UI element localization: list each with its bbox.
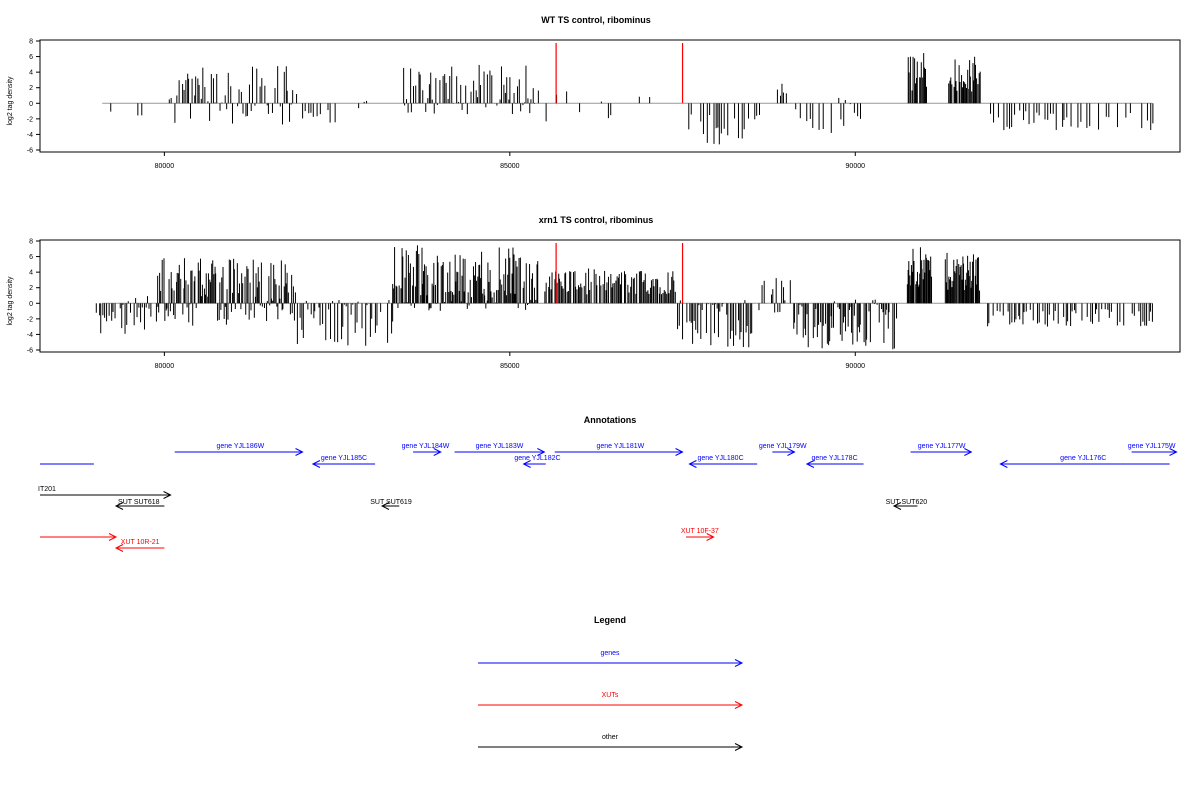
legend-arrow [478,701,744,709]
feature-label: gene YJL181W [596,443,644,450]
marker-lines [555,43,684,104]
feature-arrow [40,533,118,541]
y-tick-label: -2 [27,116,33,123]
y-tick-label: 8 [29,239,33,246]
y-axis: -6 -4 -2 0 2 4 6 8 [27,239,40,355]
y-tick-label: 2 [29,85,33,92]
plot-frame [39,239,1181,353]
feature-arrow [554,448,684,456]
legend-label: genes [600,650,620,657]
density-bars [95,245,1153,350]
feature-arrow [174,448,304,456]
feature-arrow [688,460,758,468]
y-tick-label: 2 [29,285,33,292]
feature-label: gene YJL178C [811,455,857,462]
feature-label: gene YJL176C [1060,455,1106,462]
y-tick-label: 4 [29,270,33,277]
y-axis-label: log2 tag density [7,276,14,326]
feature-label: gene YJL184W [402,443,450,450]
y-tick-label: -2 [27,316,33,323]
feature-arrow [686,533,715,541]
y-axis: -6 -4 -2 0 2 4 6 8 [27,39,40,155]
y-tick-label: 0 [29,301,33,308]
y-axis-label: log2 tag density [7,76,14,126]
annotations-title: Annotations [584,415,637,425]
x-tick-label: 90000 [846,363,866,370]
feature-arrows: gene YJL186W gene YJL185C gene YJL184W gene… [38,443,1178,552]
y-tick-label: -4 [27,132,33,139]
feature-arrow [892,502,918,510]
y-tick-label: -6 [27,348,33,355]
feature-arrow [114,502,165,510]
x-tick-label: 80000 [155,363,175,370]
y-tick-label: 6 [29,54,33,61]
feature-label: gene YJL185C [321,455,367,462]
x-axis: 80000 85000 90000 [155,152,865,170]
x-tick-label: 80000 [155,163,175,170]
plot-frame [39,39,1181,153]
feature-label: SUT SUT620 [886,499,928,506]
legend-title: Legend [594,615,626,625]
y-tick-label: 4 [29,70,33,77]
chart-title: xrn1 TS control, ribominus [539,215,654,225]
wt-density-chart: WT TS control, ribominus log2 tag densit… [7,15,1181,170]
y-tick-label: 6 [29,254,33,261]
feature-arrow [999,460,1170,468]
feature-label: SUT SUT618 [118,499,160,506]
x-tick-label: 85000 [500,363,520,370]
density-bars [102,53,1154,145]
feature-arrow [380,502,400,510]
feature-label: IT201 [38,486,56,493]
feature-label: gene YJL183W [476,443,524,450]
feature-arrow [454,448,546,456]
xrn1-density-chart: xrn1 TS control, ribominus log2 tag dens… [7,215,1181,370]
feature-arrow [522,460,546,468]
feature-arrow [772,448,796,456]
x-tick-label: 85000 [500,163,520,170]
x-axis: 80000 85000 90000 [155,352,865,370]
feature-label: gene YJL177W [918,443,966,450]
feature-label: XUT 10R-21 [121,539,160,546]
legend-items: genes XUTs other [478,650,744,751]
feature-arrow [40,491,172,499]
feature-label: SUT SUT619 [370,499,412,506]
feature-arrow [910,448,973,456]
feature-label: gene YJL186W [216,443,264,450]
y-tick-label: 0 [29,101,33,108]
feature-arrow [805,460,864,468]
y-tick-label: -6 [27,148,33,155]
feature-label: XUT 10F-37 [681,528,719,535]
feature-label: gene YJL180C [697,455,743,462]
feature-arrow [311,460,376,468]
feature-label: gene YJL179W [759,443,807,450]
legend: Legend genes XUTs other [478,615,744,751]
x-tick-label: 90000 [846,163,866,170]
legend-arrow [478,743,744,751]
feature-arrow [413,448,442,456]
feature-arrow [1131,448,1178,456]
legend-label: other [602,734,619,741]
chart-title: WT TS control, ribominus [541,15,651,25]
y-tick-label: 8 [29,39,33,46]
y-tick-label: -4 [27,332,33,339]
marker-lines [555,243,684,304]
feature-label: gene YJL182C [514,455,560,462]
feature-arrow [114,544,165,552]
legend-label: XUTs [602,692,619,699]
feature-label: gene YJL175W [1128,443,1176,450]
legend-arrow [478,659,744,667]
